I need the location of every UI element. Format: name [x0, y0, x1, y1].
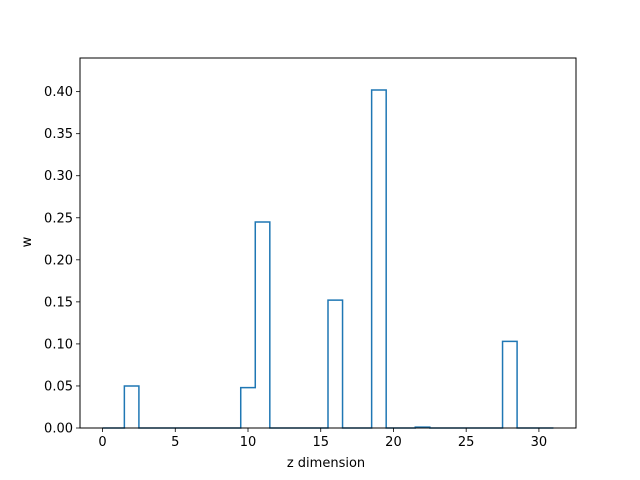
x-tick-label: 10	[240, 435, 257, 450]
x-tick-label: 30	[531, 435, 548, 450]
y-tick-label: 0.25	[44, 211, 73, 226]
plot-frame	[79, 57, 577, 429]
y-tick-label: 0.05	[44, 379, 73, 394]
y-tick-label: 0.10	[44, 337, 73, 352]
x-tick-label: 25	[458, 435, 475, 450]
y-tick-label: 0.15	[44, 295, 73, 310]
series-line-0	[102, 89, 554, 429]
x-axis-label: z dimension	[287, 456, 365, 471]
y-tick-label: 0.20	[44, 253, 73, 268]
y-tick-label: 0.30	[44, 169, 73, 184]
y-tick-label: 0.40	[44, 85, 73, 100]
y-axis-ticks: 0.00 0.05 0.10 0.15 0.20 0.25 0.30 0.35 0.40	[44, 85, 80, 437]
x-tick-label: 5	[171, 435, 179, 450]
x-axis-ticks: 0 5 10 15 20 25 30	[98, 428, 547, 450]
x-tick-label: 15	[312, 435, 329, 450]
plot-area	[102, 89, 554, 429]
y-tick-label: 0.35	[44, 127, 73, 142]
x-tick-label: 0	[98, 435, 106, 450]
y-tick-label: 0.00	[44, 422, 73, 437]
y-axis-label: w	[20, 236, 35, 247]
x-tick-label: 20	[385, 435, 402, 450]
